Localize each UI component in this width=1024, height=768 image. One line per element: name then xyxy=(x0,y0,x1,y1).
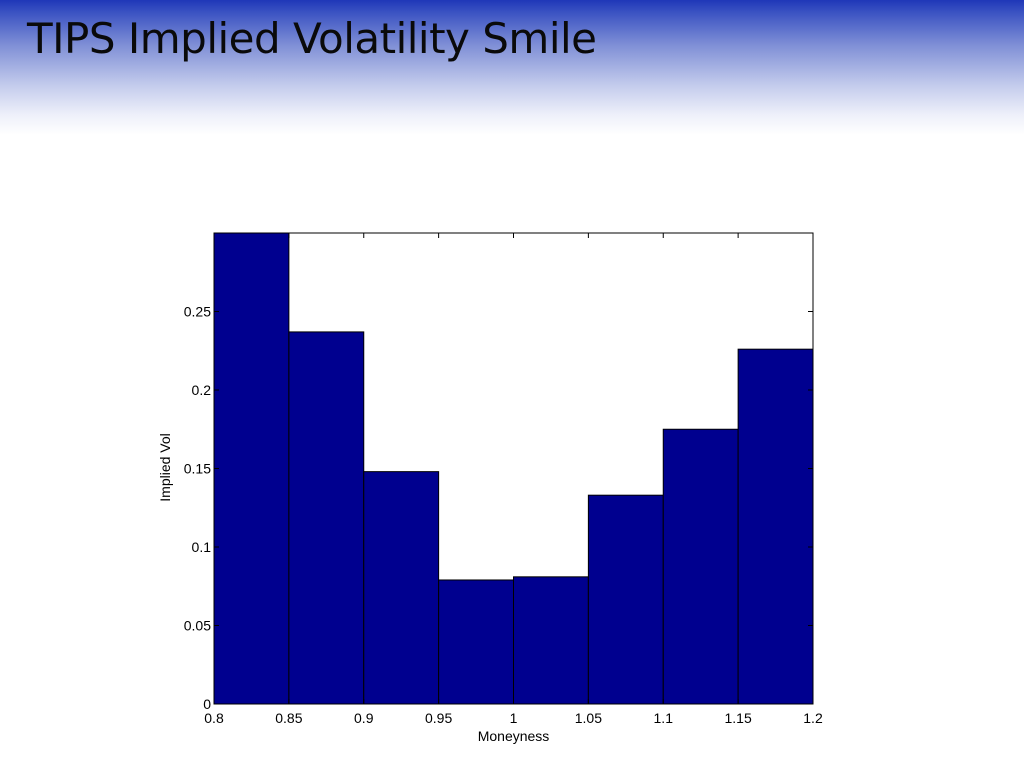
bar-2 xyxy=(363,471,440,705)
x-tick-label-5: 1.05 xyxy=(575,710,602,726)
y-tick-label-2: 0.1 xyxy=(192,539,212,555)
y-tick-label-5: 0.25 xyxy=(184,304,211,320)
x-tick-label-1: 0.85 xyxy=(275,710,302,726)
y-tick-label-3: 0.15 xyxy=(184,461,211,477)
x-tick-label-7: 1.15 xyxy=(725,710,752,726)
bar-3 xyxy=(438,579,514,705)
slide-title: TIPS Implied Volatility Smile xyxy=(27,14,597,63)
y-axis-label: Implied Vol xyxy=(157,433,173,501)
ticks-group xyxy=(213,233,814,705)
tick-labels-group: 0.8 0.85 0.9 0.95 1 1.05 1.1 1.15 1.2 0 0.05 0.1 0.1… xyxy=(184,304,823,727)
title-band xyxy=(0,0,1024,135)
x-tick-label-0: 0.8 xyxy=(204,710,224,726)
x-tick-label-4: 1 xyxy=(510,710,518,726)
x-tick-label-3: 0.95 xyxy=(425,710,452,726)
bar-1 xyxy=(288,331,365,705)
bar-5 xyxy=(587,494,664,705)
bar-0 xyxy=(213,232,290,705)
bar-6 xyxy=(662,428,739,705)
y-tick-label-4: 0.2 xyxy=(192,382,212,398)
x-tick-label-6: 1.1 xyxy=(654,710,674,726)
x-tick-label-2: 0.9 xyxy=(354,710,374,726)
y-tick-label-0: 0 xyxy=(203,696,211,712)
y-tick-label-1: 0.05 xyxy=(184,618,211,634)
bars-group xyxy=(213,232,814,705)
bar-7 xyxy=(737,348,814,705)
bar-4 xyxy=(513,576,589,705)
x-tick-label-8: 1.2 xyxy=(803,710,823,726)
x-axis-label: Moneyness xyxy=(478,728,550,744)
